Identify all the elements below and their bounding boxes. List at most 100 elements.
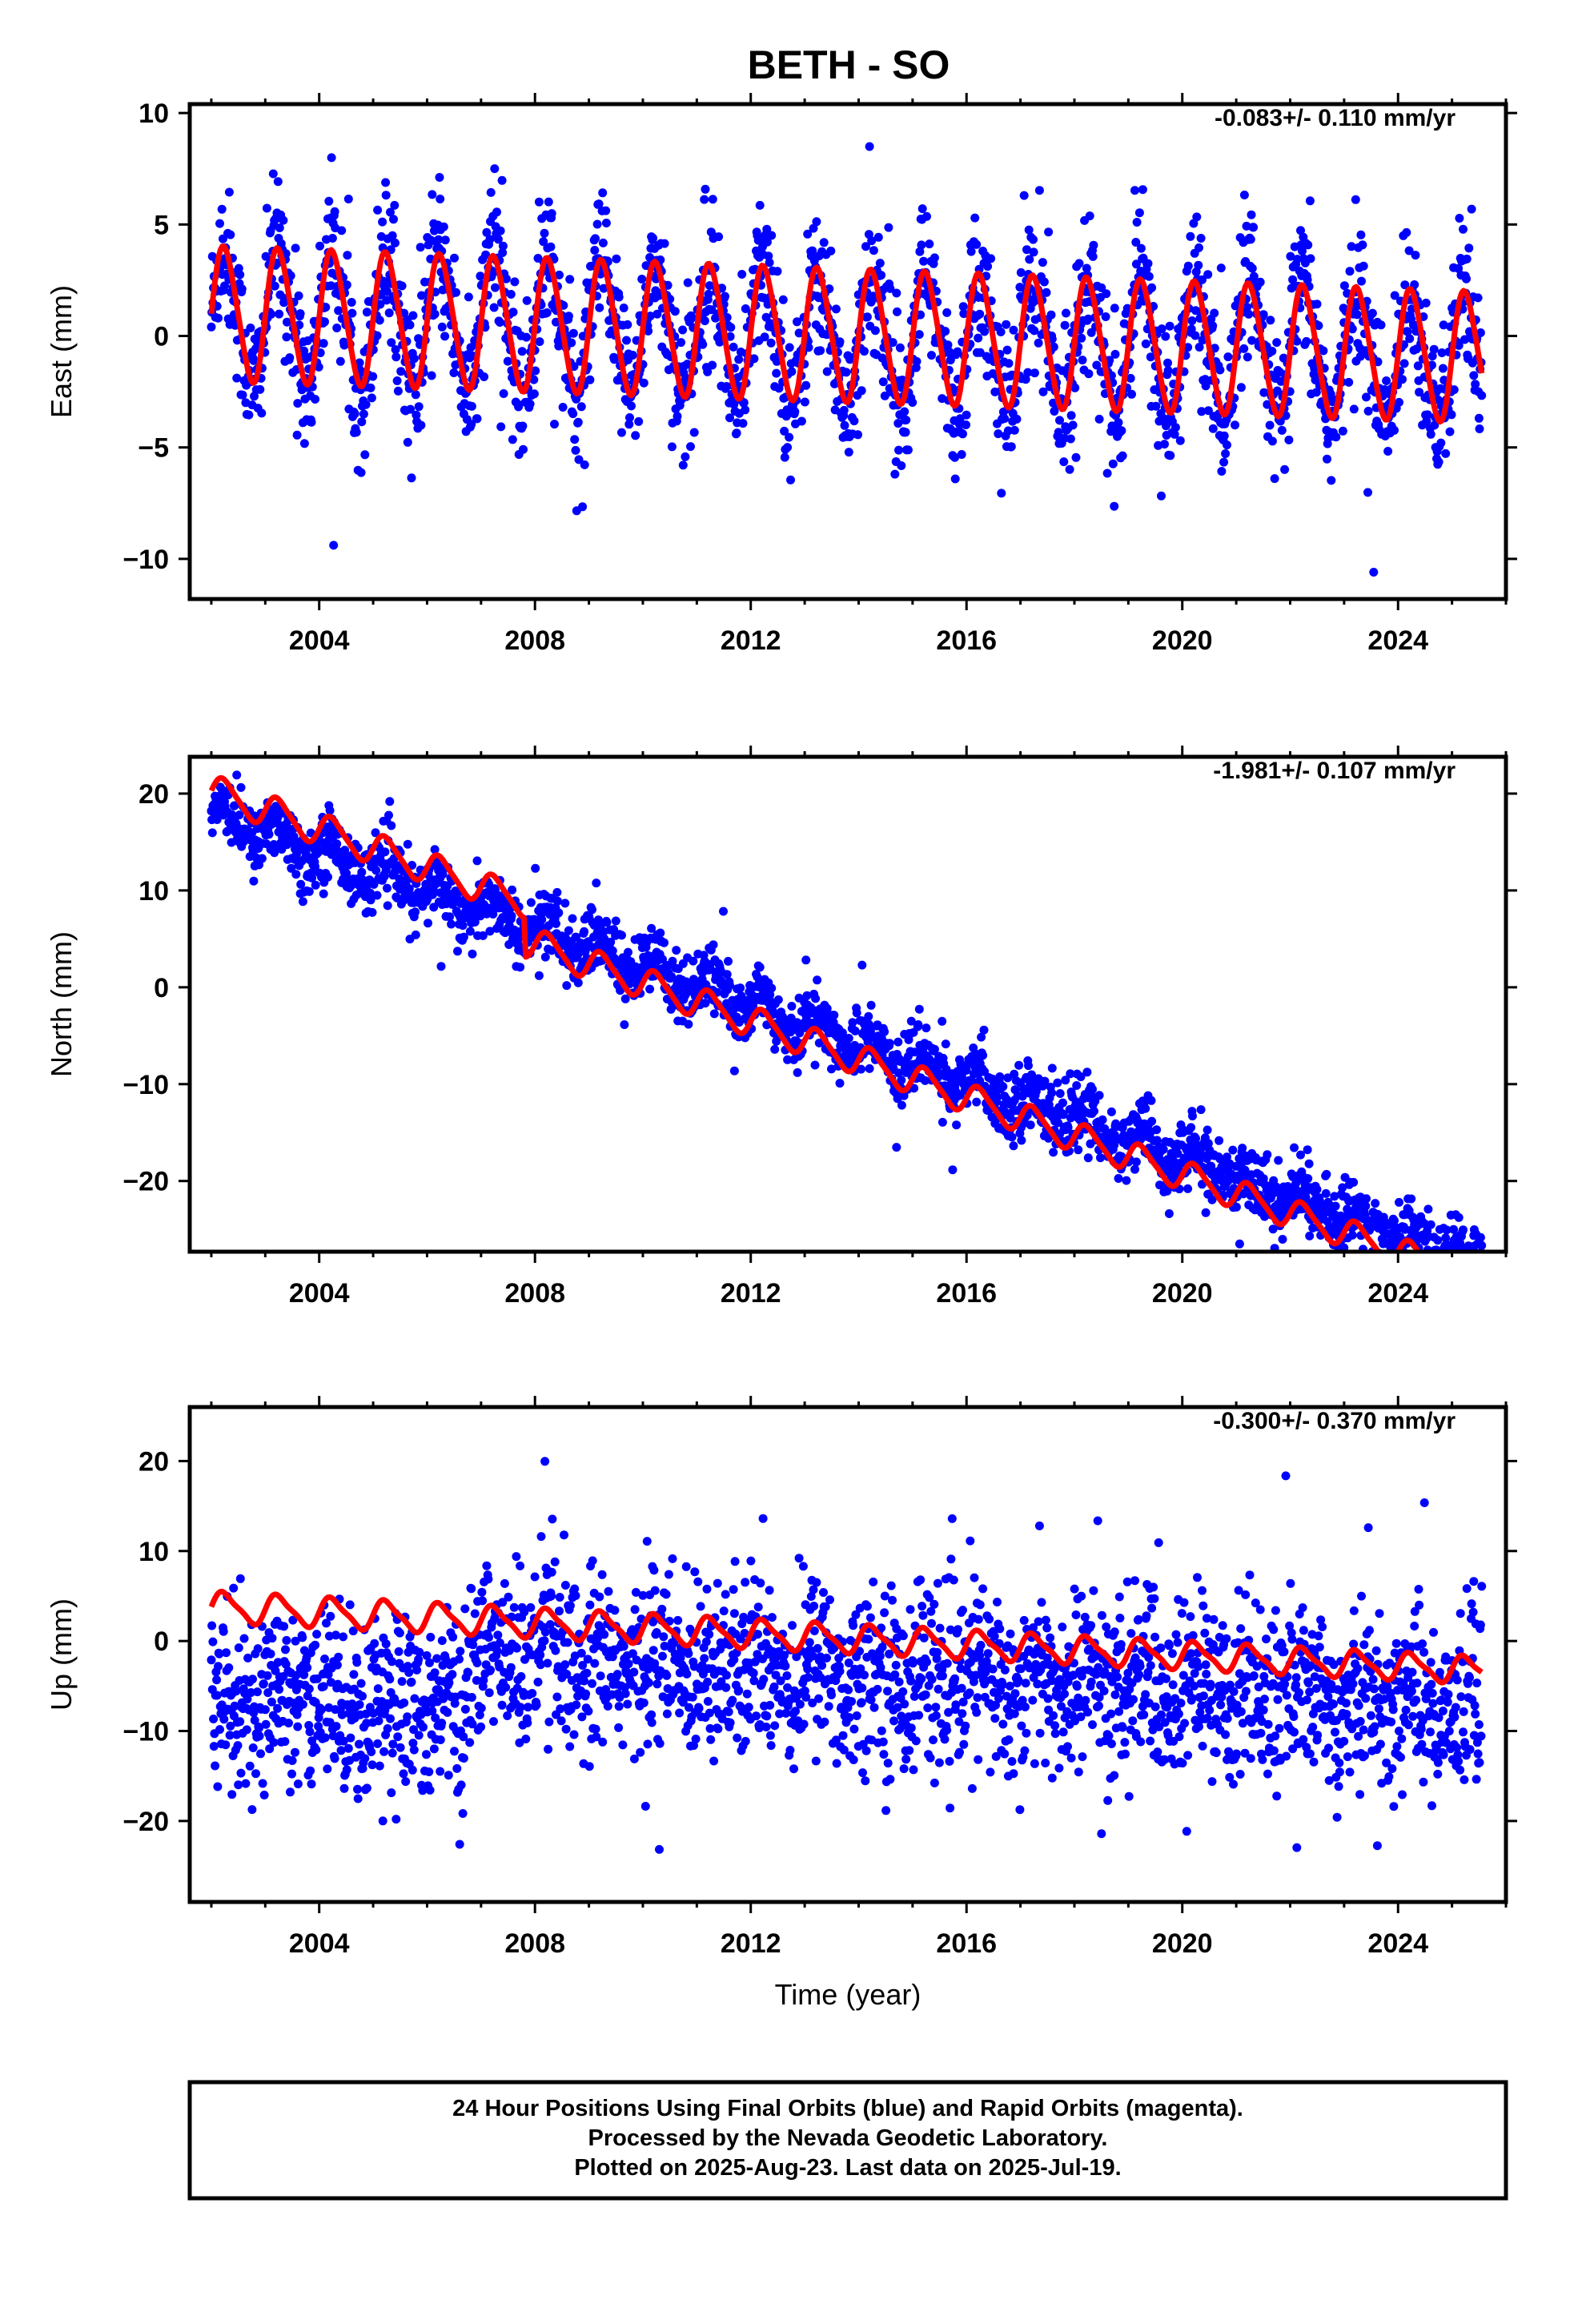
data-point: [1286, 251, 1295, 261]
data-point: [493, 235, 503, 244]
data-point: [844, 1034, 853, 1043]
data-point: [1239, 191, 1249, 199]
data-point: [1090, 1107, 1098, 1116]
data-point: [1436, 438, 1446, 448]
data-point: [391, 345, 400, 354]
data-point: [428, 190, 437, 199]
data-point: [1323, 454, 1331, 464]
data-point: [601, 206, 611, 215]
data-point: [417, 291, 426, 300]
data-point: [503, 356, 512, 366]
data-point: [811, 994, 821, 1003]
data-point: [565, 275, 575, 284]
data-point: [673, 412, 682, 421]
data-point: [366, 895, 375, 905]
data-point: [1422, 1259, 1431, 1268]
data-point: [708, 195, 717, 204]
data-point: [719, 907, 728, 916]
data-point: [1469, 371, 1479, 380]
data-point: [1415, 388, 1424, 397]
data-point: [841, 368, 851, 377]
data-point: [518, 421, 528, 431]
data-point: [1006, 442, 1016, 452]
data-point: [540, 952, 550, 962]
data-point: [1183, 261, 1193, 271]
data-point: [1303, 275, 1312, 284]
data-point: [211, 1761, 220, 1771]
data-point: [906, 1016, 916, 1026]
data-point: [772, 368, 781, 378]
data-point: [787, 1002, 797, 1011]
data-point: [207, 828, 217, 838]
data-point: [848, 1018, 857, 1027]
data-point: [1025, 255, 1034, 264]
data-point: [816, 346, 825, 356]
data-point: [1158, 1144, 1168, 1154]
data-point: [552, 919, 560, 928]
data-point: [1060, 320, 1070, 330]
data-point: [467, 401, 476, 411]
data-point: [412, 410, 421, 420]
data-point: [684, 1019, 693, 1029]
data-point: [1114, 1174, 1123, 1183]
data-point: [903, 445, 913, 455]
data-point: [1077, 333, 1086, 343]
data-point: [624, 420, 634, 429]
data-point: [1462, 254, 1472, 263]
data-point: [1455, 214, 1464, 223]
data-point: [612, 254, 621, 263]
data-point: [972, 1097, 982, 1107]
x-tick-label: 2024: [1367, 1278, 1428, 1309]
data-point: [915, 247, 925, 256]
data-point: [1366, 1254, 1375, 1263]
data-point: [925, 1055, 934, 1064]
data-point: [762, 237, 772, 247]
data-point: [506, 290, 516, 299]
data-point: [1074, 259, 1084, 268]
data-point: [1473, 293, 1483, 303]
data-point: [1147, 283, 1157, 292]
data-point: [1127, 389, 1136, 399]
data-point: [472, 856, 482, 866]
data-point: [1310, 364, 1319, 373]
data-point: [224, 187, 234, 197]
data-point: [1303, 240, 1313, 250]
data-point: [1363, 488, 1372, 497]
data-point: [1021, 375, 1030, 384]
data-point: [1476, 1289, 1484, 1297]
data-point: [1076, 1072, 1086, 1082]
x-tick-label: 2016: [936, 625, 997, 656]
data-point: [1049, 342, 1058, 352]
data-point: [260, 1705, 270, 1715]
data-point: [259, 1679, 268, 1688]
data-point: [667, 442, 677, 452]
data-point: [337, 226, 347, 235]
data-point: [1369, 568, 1379, 577]
data-point: [246, 324, 255, 332]
data-point: [329, 541, 339, 550]
data-point: [1053, 1078, 1062, 1088]
data-point: [519, 444, 528, 454]
data-point: [567, 338, 576, 348]
data-point: [790, 407, 800, 416]
data-point: [270, 281, 279, 291]
data-point: [534, 197, 544, 207]
data-point: [496, 226, 505, 235]
data-point: [1083, 1153, 1093, 1163]
data-point: [347, 298, 356, 307]
data-point: [478, 931, 488, 940]
data-point: [957, 450, 966, 459]
plot-area: [207, 1457, 1487, 1854]
data-point: [808, 246, 817, 255]
data-point: [1437, 1272, 1446, 1281]
y-tick-label: −5: [138, 433, 169, 464]
data-point: [501, 274, 511, 283]
data-point: [995, 1072, 1005, 1081]
data-point: [1376, 320, 1386, 330]
data-point: [255, 384, 265, 394]
data-point: [440, 332, 450, 341]
data-point: [248, 1675, 257, 1684]
data-point: [1471, 1261, 1480, 1269]
data-point: [919, 256, 929, 266]
data-point: [459, 932, 468, 942]
